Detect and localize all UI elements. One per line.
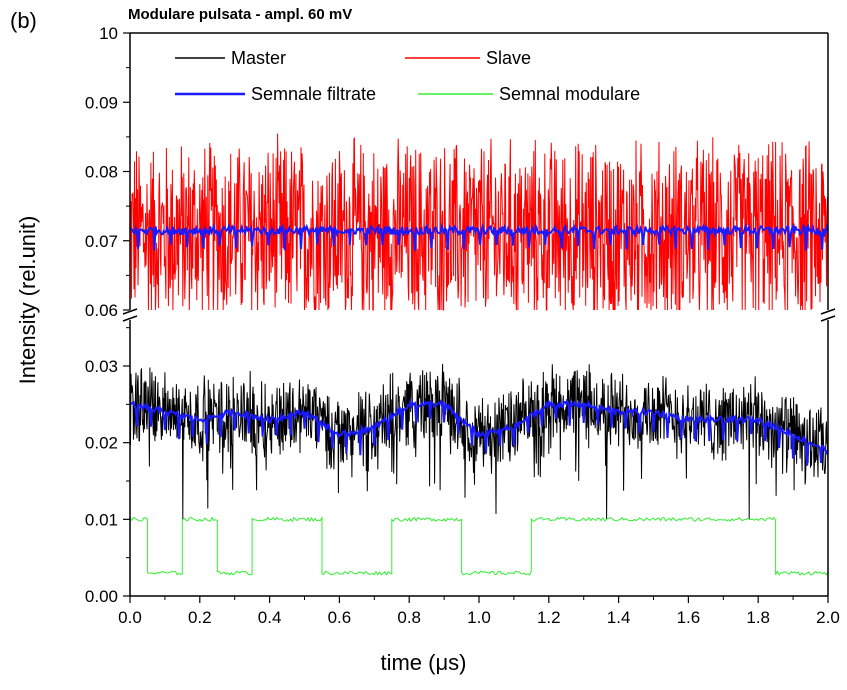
- y-tick-label: 0.00: [85, 587, 118, 606]
- master-filtered-line: [129, 397, 829, 466]
- axis-break-mark: [820, 308, 836, 315]
- y-tick-label: 0.09: [85, 93, 118, 112]
- slave-filtered-line: [129, 222, 829, 251]
- axis-break-mark: [122, 315, 138, 322]
- x-tick-label: 0.0: [118, 608, 142, 627]
- x-tick-label: 1.2: [537, 608, 561, 627]
- modulation-series-line: [129, 515, 829, 576]
- legend: Master Slave Semnale filtrate Semnal modula…: [175, 48, 640, 104]
- axes-layer: 0.0 0.2 0.4 0.6 0.8 1.0 1.2 1.4 1.6 1.8 2.0 0.00 0.0…: [85, 24, 840, 627]
- y-tick-label: 0.08: [85, 163, 118, 182]
- panel-label: (b): [10, 8, 37, 33]
- slave-series-line: [129, 133, 829, 311]
- x-tick-label: 1.8: [746, 608, 770, 627]
- y-tick-label: 0.06: [85, 301, 118, 320]
- x-tick-label: 2.0: [816, 608, 840, 627]
- legend-label-1: Slave: [486, 48, 531, 68]
- y-tick-label: 10: [99, 24, 118, 43]
- y-tick-label: 0.03: [85, 357, 118, 376]
- y-tick-label: 0.02: [85, 434, 118, 453]
- x-tick-label: 0.6: [328, 608, 352, 627]
- x-tick-label: 0.8: [397, 608, 421, 627]
- legend-label-2: Semnale filtrate: [251, 84, 376, 104]
- master-series-line: [129, 363, 829, 520]
- axis-break-mark: [122, 308, 138, 315]
- y-tick-label: 0.01: [85, 510, 118, 529]
- x-tick-label: 1.4: [607, 608, 631, 627]
- x-tick-label: 1.0: [467, 608, 491, 627]
- y-tick-label: 0.07: [85, 232, 118, 251]
- chart-title: Modulare pulsata - ampl. 60 mV: [128, 6, 353, 23]
- x-tick-label: 0.2: [188, 608, 212, 627]
- series-layer: [129, 133, 829, 576]
- legend-label-3: Semnal modulare: [499, 84, 640, 104]
- axis-break-mark: [820, 315, 836, 322]
- x-tick-label: 0.4: [258, 608, 282, 627]
- x-tick-label: 1.6: [677, 608, 701, 627]
- legend-label-0: Master: [231, 48, 286, 68]
- x-axis-label: time (μs): [380, 650, 467, 675]
